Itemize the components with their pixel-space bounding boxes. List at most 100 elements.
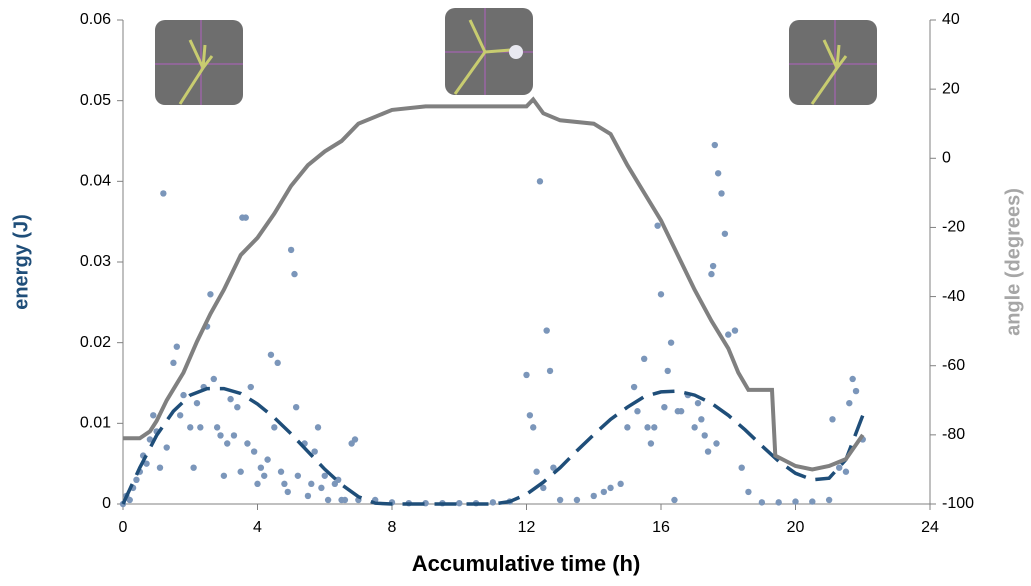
x-tick-label: 8 <box>388 519 397 536</box>
scatter-point <box>664 367 671 375</box>
scatter-point <box>242 214 249 221</box>
y-tick-label: 0.06 <box>80 11 111 28</box>
scatter-point <box>775 499 782 506</box>
scatter-point <box>708 270 715 278</box>
scatter-point <box>671 496 678 504</box>
x-axis-title: Accumulative time (h) <box>412 551 641 576</box>
y2-tick-label: -80 <box>942 426 965 443</box>
x-tick-label: 12 <box>518 519 536 536</box>
scatter-point <box>640 355 648 362</box>
scatter-point <box>126 496 133 504</box>
scatter-point <box>651 424 658 431</box>
scatter-point <box>731 327 739 334</box>
scatter-point <box>842 468 850 475</box>
scatter-point <box>456 499 463 507</box>
scatter-point <box>704 448 712 455</box>
scatter-point <box>224 440 231 447</box>
x-tick-label: 24 <box>921 519 939 536</box>
scatter-point <box>250 448 258 455</box>
scatter-point <box>607 484 614 492</box>
scatter-point <box>809 498 816 505</box>
scatter-point <box>210 375 217 383</box>
scatter-point <box>709 262 717 270</box>
y-tick-label: 0.01 <box>80 415 111 432</box>
scatter-point <box>321 472 328 479</box>
y-tick-label: 0.02 <box>80 334 111 351</box>
scatter-point <box>261 472 268 479</box>
scatter-point <box>667 339 675 346</box>
y-tick-label: 0.05 <box>80 92 111 109</box>
scatter-point <box>590 492 597 500</box>
scatter-point <box>292 404 300 411</box>
x-tick-label: 0 <box>119 519 128 536</box>
angle-line <box>123 96 865 472</box>
scatter-point <box>792 498 799 505</box>
scatter-point <box>308 480 315 488</box>
scatter-point <box>573 496 581 504</box>
scatter-point <box>314 424 322 431</box>
scatter-point <box>281 480 288 488</box>
plant <box>453 19 511 95</box>
scatter-point <box>217 432 224 439</box>
scatter-point <box>630 383 638 391</box>
scatter-point <box>150 412 157 419</box>
scatter-point <box>193 399 201 407</box>
scatter-point <box>197 424 204 431</box>
scatter-point <box>829 416 836 423</box>
plant <box>178 39 214 105</box>
scatter-point <box>351 436 359 443</box>
y2-tick-label: 40 <box>942 11 960 28</box>
y2-tick-label: -40 <box>942 288 965 305</box>
scatter-point <box>207 291 214 298</box>
flower <box>509 45 523 59</box>
scatter-point <box>725 331 732 338</box>
scatter-point <box>143 460 150 467</box>
scatter-point <box>190 464 197 471</box>
scatter-point <box>556 496 564 504</box>
scatter-point <box>714 170 722 177</box>
scatter-point <box>657 291 665 298</box>
scatter-point <box>600 488 608 496</box>
scatter-point <box>170 359 177 367</box>
scatter-point <box>489 499 497 506</box>
scatter-point <box>745 488 752 496</box>
scatter-point <box>213 424 221 431</box>
y-tick-label: 0.04 <box>80 173 111 190</box>
scatter-point <box>644 424 651 431</box>
scatter-point <box>694 399 702 407</box>
y2-tick-label: -60 <box>942 357 965 374</box>
scatter-point <box>247 383 254 391</box>
scatter-point <box>713 440 720 447</box>
scatter-point <box>187 424 194 431</box>
scatter-point <box>274 359 281 367</box>
scatter-point <box>277 468 285 475</box>
scatter-point <box>341 496 349 504</box>
scatter-point <box>237 468 244 475</box>
scatter-point <box>540 484 547 492</box>
y2-axis-title: angle (degrees) <box>1002 188 1024 336</box>
scatter-point <box>647 440 655 447</box>
scatter-point <box>318 484 325 492</box>
scatter-point <box>173 343 180 350</box>
scatter-point <box>711 141 718 149</box>
y2-tick-label: -20 <box>942 219 965 236</box>
x-tick-label: 16 <box>652 519 670 536</box>
scatter-point <box>146 436 154 443</box>
x-tick-label: 4 <box>253 519 262 536</box>
fit-line <box>121 386 865 506</box>
scatter-point <box>849 375 856 383</box>
scatter-point <box>825 496 833 504</box>
scatter-point <box>133 476 140 483</box>
scatter-point <box>244 440 251 447</box>
scatter-point <box>160 190 167 197</box>
plant <box>810 39 848 105</box>
scatter-point <box>294 472 302 479</box>
scatter-point <box>163 444 170 451</box>
scatter-point <box>287 246 295 254</box>
scatter-point <box>227 395 234 403</box>
scatter-point <box>852 387 860 395</box>
scatter-point <box>291 270 298 278</box>
scatter-point <box>156 464 164 471</box>
scatter-point <box>846 399 853 407</box>
y-axis-title: energy (J) <box>10 214 32 310</box>
